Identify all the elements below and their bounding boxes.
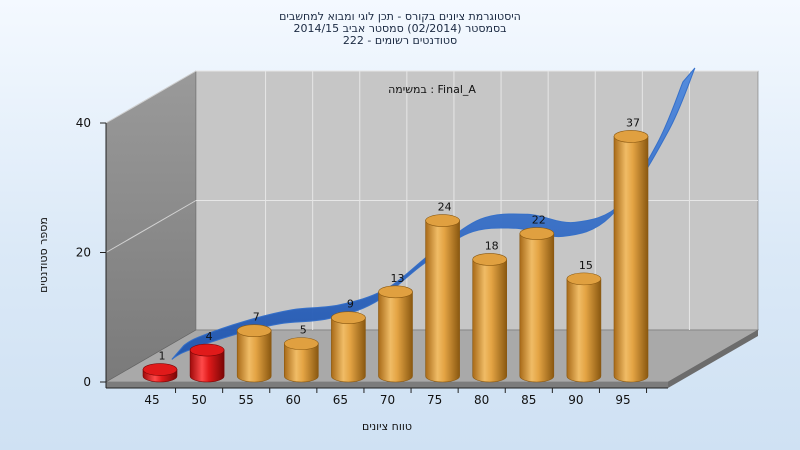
- chart-y-axis-title: מספר סטודנטים: [37, 217, 50, 293]
- chart-subtitle: Final_A : במשימה: [388, 83, 476, 96]
- bar-value-label: 1: [159, 350, 166, 363]
- bar-body: [519, 233, 555, 383]
- chart-titles: היסטוגרמת ציונים בקורס - תכן לוגי ומבוא …: [0, 11, 800, 47]
- chart-data-labels: 1 4 7 5 9 13 24 18 22 15 37: [159, 116, 641, 362]
- bar-value-label: 13: [391, 272, 405, 285]
- chart-bars: [142, 130, 649, 383]
- bar: [236, 324, 272, 383]
- bar-value-label: 24: [438, 201, 452, 214]
- bar-body: [331, 317, 366, 383]
- x-tick-label: 85: [521, 393, 536, 407]
- x-tick-label: 95: [615, 393, 630, 407]
- x-tick-label: 70: [380, 393, 395, 407]
- bar-top: [283, 337, 319, 350]
- chart-semester: בסמסטר (02/2014) סמסטר אביב 2014/15: [293, 22, 507, 35]
- y-tick-label: 0: [83, 375, 91, 389]
- chart-floor-edge-right: [668, 330, 758, 388]
- bar: [378, 285, 413, 383]
- x-tick-label: 50: [191, 393, 206, 407]
- bar-value-label: 37: [626, 116, 640, 129]
- bar-value-label: 4: [206, 330, 213, 343]
- bar-body: [566, 278, 602, 383]
- x-tick-label: 55: [239, 393, 254, 407]
- bar-body: [613, 136, 649, 383]
- bar-top: [189, 343, 225, 357]
- bar: [142, 363, 178, 383]
- x-tick-label: 80: [474, 393, 489, 407]
- y-tick-label: 20: [76, 246, 91, 260]
- bar-value-label: 7: [253, 311, 260, 324]
- bar: [566, 272, 602, 383]
- bar-value-label: 22: [532, 214, 546, 227]
- bar-body: [378, 291, 413, 383]
- bar: [425, 214, 460, 383]
- bar: [519, 227, 555, 383]
- x-tick-label: 45: [144, 393, 159, 407]
- bar-value-label: 5: [300, 324, 307, 337]
- chart-registered-count: סטודנטים רשומים - 222: [342, 34, 458, 47]
- chart-title: היסטוגרמת ציונים בקורס - תכן לוגי ומבוא …: [279, 10, 521, 23]
- x-tick-label: 75: [427, 393, 442, 407]
- bar-top: [331, 311, 366, 325]
- bar-value-label: 18: [485, 239, 499, 252]
- bar-top: [425, 214, 460, 227]
- bar-top: [519, 227, 555, 240]
- bar-top: [613, 130, 649, 143]
- x-tick-label: 60: [286, 393, 301, 407]
- chart-overlay-curve: [171, 67, 696, 360]
- bar-body: [472, 259, 507, 383]
- gridline-side: [105, 200, 197, 253]
- distribution-curve: [171, 67, 696, 360]
- y-tick-label: 40: [76, 116, 91, 130]
- bar: [331, 311, 366, 383]
- bar-body: [189, 349, 225, 383]
- x-tick-label: 90: [568, 393, 583, 407]
- chart-floor-edge: [106, 382, 668, 388]
- bar-value-label: 15: [579, 259, 593, 272]
- bar: [189, 343, 225, 383]
- gridline-side: [105, 70, 197, 124]
- bar-top: [378, 285, 413, 299]
- bar-top: [142, 363, 178, 376]
- bar-body: [236, 330, 272, 383]
- bar-top: [472, 253, 508, 266]
- bar-top: [236, 324, 272, 337]
- bar: [472, 253, 508, 383]
- chart-x-axis-title: טווח ציונים: [362, 420, 412, 433]
- bar-value-label: 9: [347, 298, 354, 311]
- bar-body: [284, 343, 319, 383]
- x-tick-label: 65: [333, 393, 348, 407]
- bar: [283, 337, 319, 383]
- bar-top: [566, 272, 602, 286]
- bar-body: [425, 220, 460, 383]
- bar: [613, 130, 649, 383]
